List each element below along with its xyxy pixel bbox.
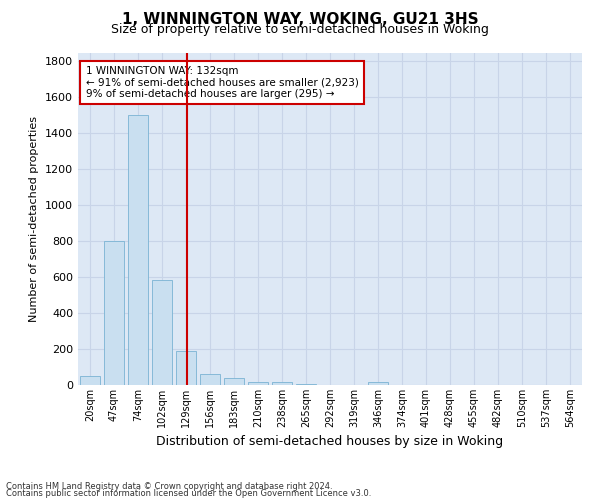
Bar	[368, 382, 388, 385]
Bar	[248, 382, 268, 385]
Text: Contains HM Land Registry data © Crown copyright and database right 2024.: Contains HM Land Registry data © Crown c…	[6, 482, 332, 491]
Bar	[104, 241, 124, 385]
Y-axis label: Number of semi-detached properties: Number of semi-detached properties	[29, 116, 40, 322]
Text: Contains public sector information licensed under the Open Government Licence v3: Contains public sector information licen…	[6, 490, 371, 498]
Bar	[128, 116, 148, 385]
Text: Size of property relative to semi-detached houses in Woking: Size of property relative to semi-detach…	[111, 22, 489, 36]
X-axis label: Distribution of semi-detached houses by size in Woking: Distribution of semi-detached houses by …	[157, 436, 503, 448]
Text: 1, WINNINGTON WAY, WOKING, GU21 3HS: 1, WINNINGTON WAY, WOKING, GU21 3HS	[122, 12, 478, 28]
Bar	[224, 378, 244, 385]
Bar	[296, 384, 316, 385]
Text: 1 WINNINGTON WAY: 132sqm
← 91% of semi-detached houses are smaller (2,923)
9% of: 1 WINNINGTON WAY: 132sqm ← 91% of semi-d…	[86, 66, 358, 99]
Bar	[80, 376, 100, 385]
Bar	[152, 280, 172, 385]
Bar	[272, 382, 292, 385]
Bar	[200, 374, 220, 385]
Bar	[176, 351, 196, 385]
